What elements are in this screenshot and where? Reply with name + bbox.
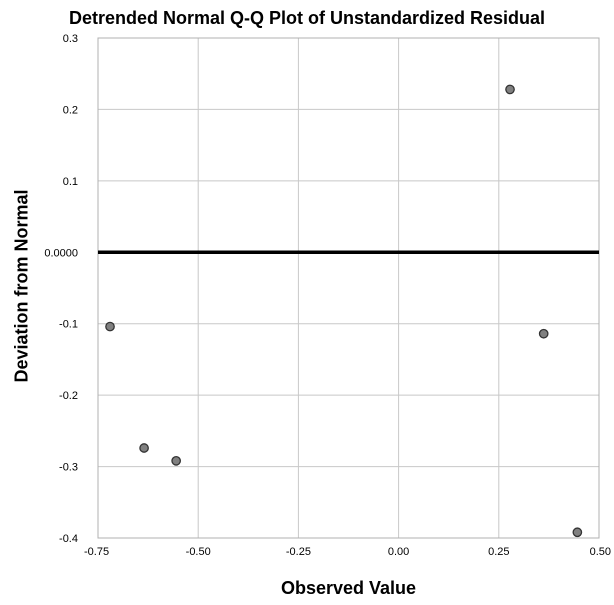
y-tick-label: -0.4 bbox=[59, 533, 78, 545]
x-tick-label: 0.50 bbox=[590, 546, 611, 558]
tick-labels: -0.75 -0.50 -0.25 0.00 0.25 0.50 -0.4 -0.3 -0.2 -… bbox=[44, 33, 611, 558]
y-tick-label: 0.3 bbox=[63, 33, 78, 45]
y-tick-label: -0.3 bbox=[59, 462, 78, 474]
x-tick-label: -0.25 bbox=[286, 546, 311, 558]
x-tick-label: -0.50 bbox=[186, 546, 211, 558]
data-point bbox=[139, 443, 149, 453]
data-point bbox=[105, 321, 115, 332]
x-axis-title: Observed Value bbox=[280, 578, 417, 598]
data-point bbox=[538, 328, 549, 339]
x-tick-label: 0.25 bbox=[488, 546, 509, 558]
x-tick-label: 0.00 bbox=[388, 546, 409, 558]
y-tick-label: -0.2 bbox=[59, 390, 78, 402]
data-point bbox=[505, 84, 515, 95]
y-tick-label: 0.2 bbox=[63, 104, 78, 116]
x-tick-label: -0.75 bbox=[84, 546, 109, 558]
data-points bbox=[105, 84, 583, 538]
y-tick-label: 0.1 bbox=[63, 176, 78, 188]
data-point bbox=[572, 527, 583, 538]
y-tick-label: 0.0000 bbox=[44, 247, 78, 259]
plot-frame bbox=[97, 37, 600, 539]
chart-title: Detrended Normal Q-Q Plot of Unstandardi… bbox=[68, 8, 546, 28]
y-tick-label: -0.1 bbox=[59, 319, 78, 331]
y-axis-title: Deviation from Normal bbox=[11, 189, 32, 383]
data-point bbox=[171, 456, 182, 466]
